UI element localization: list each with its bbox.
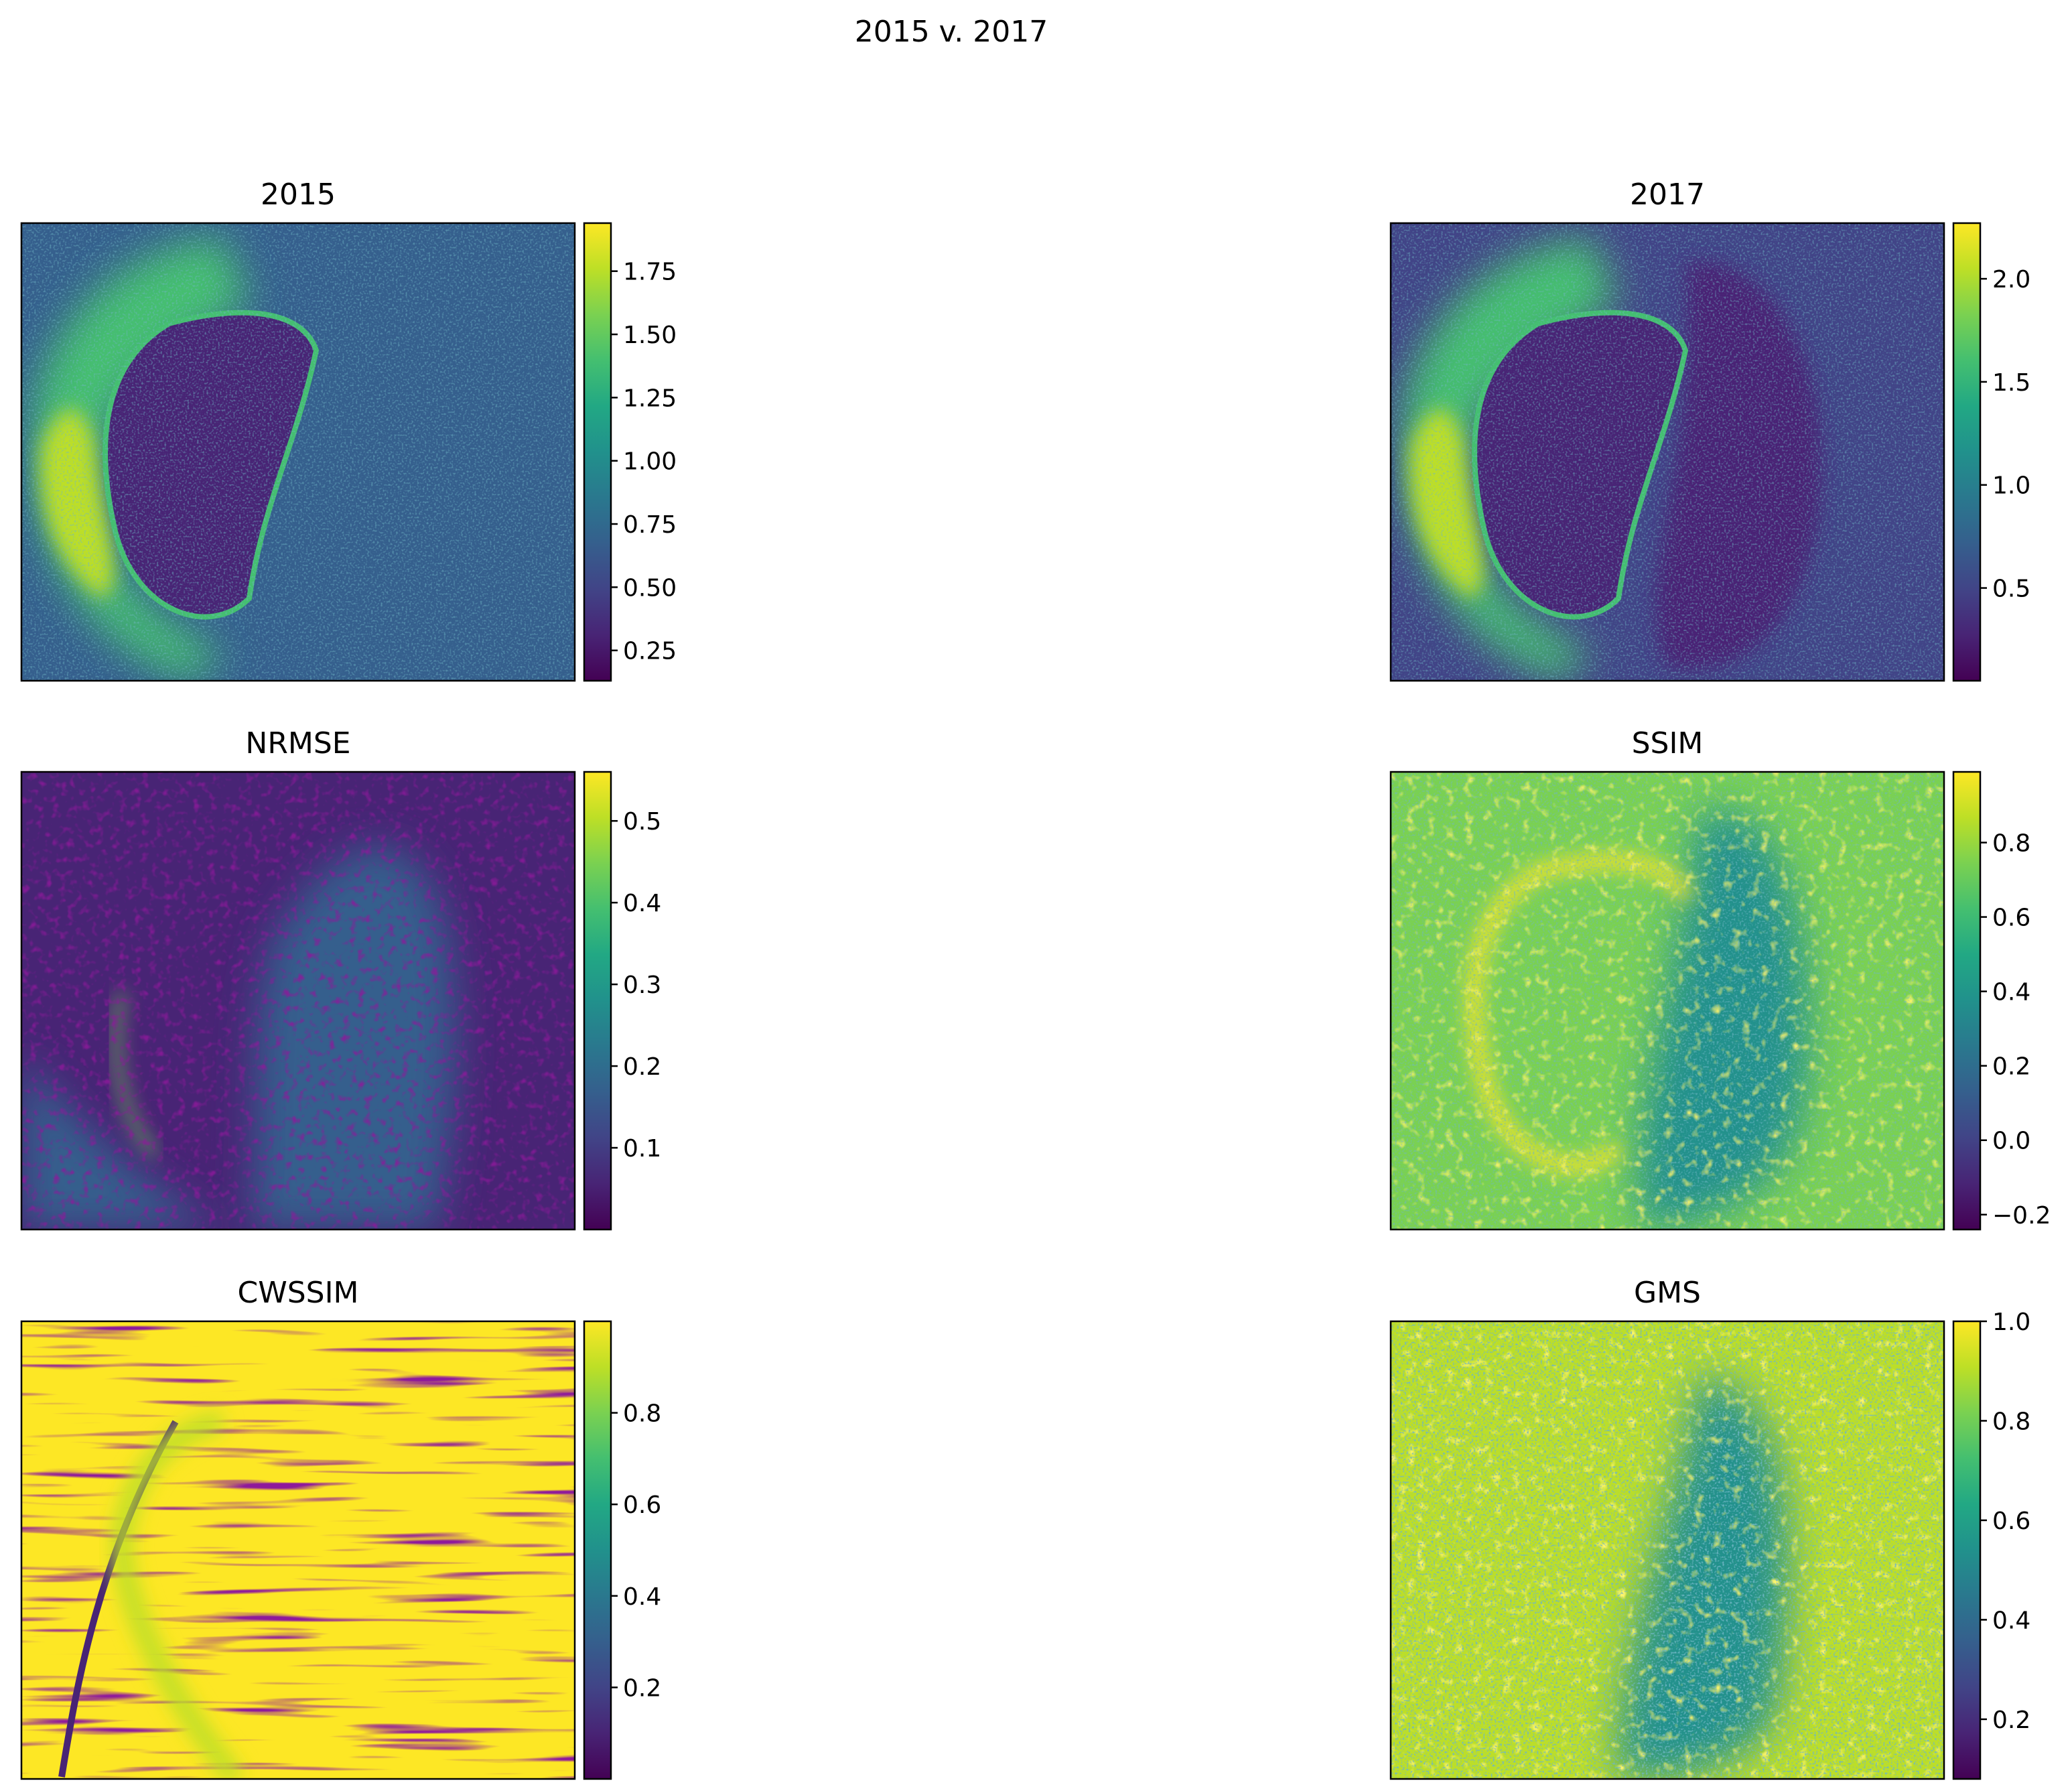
figure-title: 2015 v. 2017 [854,15,1048,49]
colorbar [1953,772,1980,1230]
colorbar [584,772,611,1230]
colorbar-tick-label: 0.5 [1992,576,2030,603]
colorbar-tick-label: 0.1 [623,1135,661,1163]
colorbar-tick-label: 0.5 [623,808,661,836]
colorbar-tick-label: 0.8 [1992,830,2030,858]
panel-title: NRMSE [245,726,350,760]
colorbar-tick-label: 0.2 [1992,1053,2030,1081]
panel-ssim: SSIM −0.2 0.0 0.2 0.4 0.6 0.8 [1389,726,2051,1231]
panel-nrmse: NRMSE 0.1 0.2 0.3 0.4 0.5 [20,726,661,1231]
heatmap-image [21,1321,575,1779]
panel-cwssim: CWSSIM 0.2 0.4 0.6 0.8 [20,1276,661,1780]
panel-2015: 2015 0.25 0.50 0.75 1.00 1.25 1.50 1.75 [20,178,677,682]
heatmap-image [21,223,575,681]
panel-2017: 2017 0.5 1.0 1.5 2.0 [1389,178,2030,682]
colorbar-tick-label: 1.00 [623,448,677,476]
colorbar-tick-label: 0.8 [1992,1408,2030,1435]
colorbar-tick-label: 0.4 [1992,979,2030,1006]
heatmap-image [1391,772,1944,1230]
colorbar-frame [1952,222,1982,682]
colorbar-tick-label: 0.4 [1992,1607,2030,1634]
panel-gms: GMS 0.2 0.4 0.6 0.8 1.0 [1389,1276,2030,1780]
colorbar-tick-label: 0.4 [623,890,661,917]
panel-title: 2017 [1630,178,1705,212]
colorbar-tick-label: 0.8 [623,1400,661,1428]
heatmap-image [21,772,575,1230]
plot-frame [1389,771,1945,1231]
colorbar-tick-label: 1.75 [623,259,677,286]
heatmap-image [1391,1321,1944,1779]
plot-frame [20,1320,576,1780]
plot-frame [1389,222,1945,682]
colorbar-tick-label: 0.2 [623,1674,661,1702]
colorbar-frame [1952,771,1982,1231]
colorbar-tick-label: 0.0 [1992,1128,2030,1155]
colorbar-tick-label: 0.6 [1992,905,2030,932]
colorbar-tick-label: 0.6 [623,1491,661,1519]
colorbar-tick-label: 1.0 [1992,1309,2030,1336]
colorbar-tick-label: 1.5 [1992,369,2030,397]
plot-frame [20,222,576,682]
colorbar-frame [583,222,612,682]
colorbar [1953,1321,1980,1779]
colorbar-tick-label: 0.75 [623,511,677,539]
colorbar-tick-label: 0.3 [623,972,661,999]
colorbar-tick-label: 0.6 [1992,1508,2030,1535]
colorbar-tick-label: 0.2 [1992,1707,2030,1734]
colorbar-tick-label: 0.50 [623,574,677,602]
colorbar [584,223,611,681]
colorbar-tick-label: 0.2 [623,1053,661,1081]
colorbar-frame [583,771,612,1231]
heatmap-image [1391,223,1944,681]
colorbar-tick-label: 0.25 [623,638,677,665]
panel-title: 2015 [261,178,336,212]
colorbar-tick-label: 2.0 [1992,266,2030,293]
colorbar [1953,223,1980,681]
plot-frame [1389,1320,1945,1780]
panel-title: CWSSIM [237,1276,358,1310]
colorbar-tick-label: 1.25 [623,385,677,412]
panel-title: SSIM [1632,726,1704,760]
colorbar [584,1321,611,1779]
colorbar-frame [583,1320,612,1780]
colorbar-tick-label: 1.0 [1992,472,2030,500]
colorbar-frame [1952,1320,1982,1780]
colorbar-tick-label: 1.50 [623,322,677,349]
plot-frame [20,771,576,1231]
colorbar-tick-label: 0.4 [623,1583,661,1611]
panel-title: GMS [1634,1276,1701,1310]
colorbar-tick-label: −0.2 [1992,1202,2051,1230]
